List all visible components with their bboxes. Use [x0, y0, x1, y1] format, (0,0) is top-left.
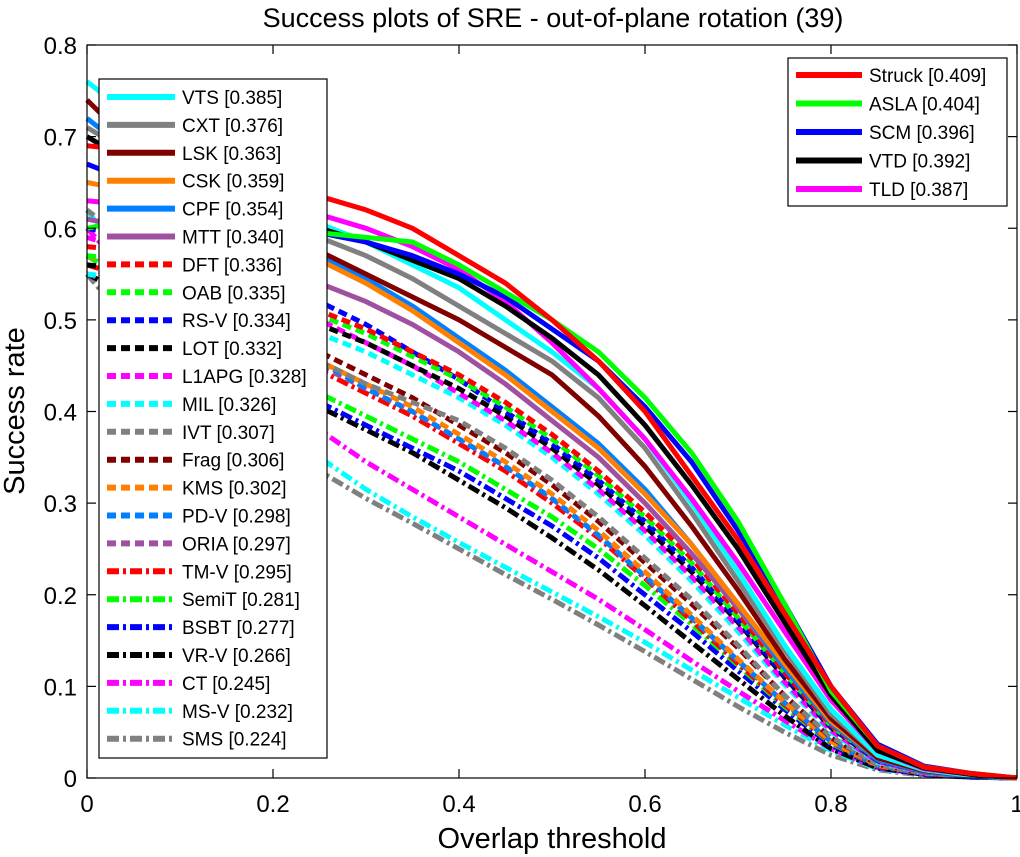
y-axis-label: Success rate	[0, 327, 31, 495]
legend-label: LSK [0.363]	[182, 144, 281, 165]
legend-label: TM-V [0.295]	[182, 562, 292, 583]
legend-label: LOT [0.332]	[182, 339, 282, 360]
legend-box	[98, 78, 328, 759]
y-tick-label: 0.1	[44, 674, 77, 701]
legend-label: CT [0.245]	[182, 674, 270, 695]
chart-title: Success plots of SRE - out-of-plane rota…	[263, 3, 844, 33]
legend-label: CSK [0.359]	[182, 172, 284, 193]
legend-label: PD-V [0.298]	[182, 507, 291, 528]
x-tick-label: 0.6	[628, 791, 661, 818]
y-tick-label: 0	[64, 766, 77, 793]
legend-label: SemiT [0.281]	[182, 590, 300, 611]
legend-label: KMS [0.302]	[182, 479, 287, 500]
legend-label: MTT [0.340]	[182, 228, 284, 249]
x-tick-label: 0.2	[256, 791, 289, 818]
legend-label: ORIA [0.297]	[182, 534, 291, 555]
x-tick-label: 1	[1010, 791, 1020, 818]
legend-label: MS-V [0.232]	[182, 702, 293, 723]
y-tick-label: 0.7	[44, 125, 77, 152]
x-tick-label: 0.8	[814, 791, 847, 818]
legend-label: RS-V [0.334]	[182, 311, 291, 332]
legend-label: CXT [0.376]	[182, 116, 283, 137]
legend-label: OAB [0.335]	[182, 283, 286, 304]
legend-label: ASLA [0.404]	[869, 95, 980, 116]
legend-label: Frag [0.306]	[182, 451, 284, 472]
legend-label: VTS [0.385]	[182, 88, 282, 109]
axis-ticks: 0 0.2 0.4 0.6 0.8 1 0 0.1 0.2 0.3 0.4 0.5 0.6 0.7 0.8	[44, 33, 1020, 818]
y-tick-label: 0.5	[44, 308, 77, 335]
legend-label: CPF [0.354]	[182, 200, 283, 221]
legend-left: VTS [0.385] CXT [0.376] LSK [0.363] CSK [0.…	[98, 78, 328, 759]
y-tick-label: 0.6	[44, 216, 77, 243]
legend-label: VTD [0.392]	[869, 152, 970, 173]
legend-label: L1APG [0.328]	[182, 367, 307, 388]
legend-label: DFT [0.336]	[182, 255, 282, 276]
legend-label: Struck [0.409]	[869, 66, 986, 87]
y-tick-label: 0.4	[44, 400, 77, 427]
legend-label: IVT [0.307]	[182, 423, 275, 444]
legend-label: TLD [0.387]	[869, 180, 968, 201]
series-line-vr-v	[85, 271, 1018, 781]
y-tick-label: 0.2	[44, 583, 77, 610]
y-tick-label: 0.8	[44, 33, 77, 60]
legend-label: SCM [0.396]	[869, 123, 975, 144]
y-tick-label: 0.3	[44, 491, 77, 518]
legend-right: Struck [0.409] ASLA [0.404] SCM [0.396] VTD…	[787, 57, 1008, 207]
legend-label: MIL [0.326]	[182, 395, 276, 416]
legend-label: SMS [0.224]	[182, 730, 287, 751]
x-tick-label: 0	[80, 791, 93, 818]
x-tick-label: 0.4	[442, 791, 475, 818]
legend-label: BSBT [0.277]	[182, 618, 295, 639]
legend-label: VR-V [0.266]	[182, 646, 291, 667]
x-axis-label: Overlap threshold	[438, 823, 667, 855]
